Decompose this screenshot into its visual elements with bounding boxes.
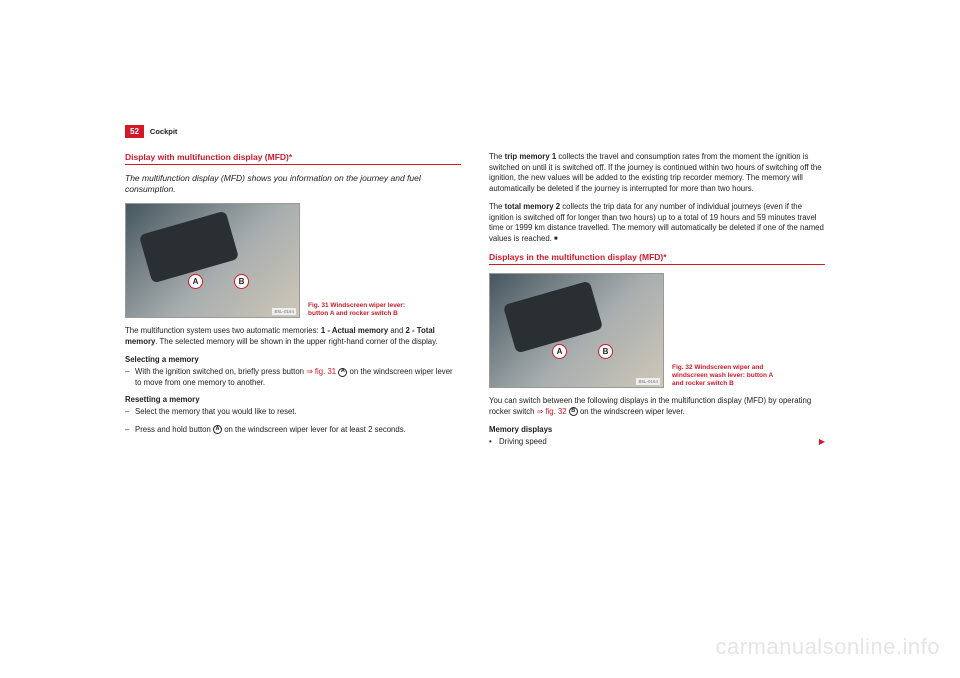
page-number: 52 xyxy=(125,125,144,138)
subheading: Resetting a memory xyxy=(125,395,461,404)
text-bold: total memory 2 xyxy=(505,202,560,211)
end-mark-icon: ■ xyxy=(554,236,558,242)
text: on the windscreen wiper lever for at lea… xyxy=(222,425,406,434)
figure-caption: Fig. 32 Windscreen wiper and windscreen … xyxy=(672,364,777,388)
subheading: Selecting a memory xyxy=(125,355,461,364)
text-bold: trip memory 1 xyxy=(505,152,557,161)
step-item: Press and hold button A on the windscree… xyxy=(125,425,461,436)
callout-inline-a: A xyxy=(338,368,347,377)
fig-32: A B B5L-0164 xyxy=(489,273,664,388)
text: The multifunction system uses two automa… xyxy=(125,326,321,335)
step-item: Select the memory that you would like to… xyxy=(125,407,461,418)
section-title: Display with multifunction display (MFD)… xyxy=(125,152,461,165)
paragraph: The total memory 2 collects the trip dat… xyxy=(489,202,825,244)
right-column: The trip memory 1 collects the travel an… xyxy=(489,152,825,448)
section-title: Displays in the multifunction display (M… xyxy=(489,252,825,265)
intro-text: The multifunction display (MFD) shows yo… xyxy=(125,173,461,195)
page-sheet: 52 Cockpit Display with multifunction di… xyxy=(125,125,825,590)
left-column: Display with multifunction display (MFD)… xyxy=(125,152,461,448)
figure-reference: ⇒ fig. 32 xyxy=(537,407,567,416)
figure-row: A B B5L-0164 Fig. 31 Windscreen wiper le… xyxy=(125,203,461,318)
text: With the ignition switched on, briefly p… xyxy=(135,367,306,376)
figure-caption: Fig. 31 Windscreen wiper lever: button A… xyxy=(308,302,413,318)
wiper-stalk-illustration xyxy=(139,211,239,284)
text: on the windscreen wiper lever. xyxy=(578,407,685,416)
text: Driving speed xyxy=(499,437,547,446)
wiper-stalk-illustration xyxy=(503,281,603,354)
callout-inline-b: B xyxy=(569,407,578,416)
subheading: Memory displays xyxy=(489,425,825,434)
figure-row: A B B5L-0164 Fig. 32 Windscreen wiper an… xyxy=(489,273,825,388)
text: The xyxy=(489,202,505,211)
callout-a: A xyxy=(188,274,203,289)
figure-code: B5L-0164 xyxy=(636,378,660,385)
callout-inline-a: A xyxy=(213,425,222,434)
text-bold: 1 - Actual memory xyxy=(321,326,388,335)
page-header: 52 Cockpit xyxy=(125,125,825,138)
text: . The selected memory will be shown in t… xyxy=(155,337,437,346)
text: Press and hold button xyxy=(135,425,213,434)
figure-code: B5L-0164 xyxy=(272,308,296,315)
callout-b: B xyxy=(598,344,613,359)
paragraph: The multifunction system uses two automa… xyxy=(125,326,461,347)
step-item: With the ignition switched on, briefly p… xyxy=(125,367,461,388)
bullet-item: Driving speed ▶ xyxy=(489,437,825,448)
figure-reference: ⇒ fig. 31 xyxy=(306,367,336,376)
watermark: carmanualsonline.info xyxy=(715,634,940,660)
paragraph: The trip memory 1 collects the travel an… xyxy=(489,152,825,194)
content-columns: Display with multifunction display (MFD)… xyxy=(125,152,825,448)
callout-a: A xyxy=(552,344,567,359)
paragraph: You can switch between the following dis… xyxy=(489,396,825,417)
chapter-title: Cockpit xyxy=(150,127,178,136)
continuation-arrow-icon: ▶ xyxy=(819,437,825,448)
callout-b: B xyxy=(234,274,249,289)
text: and xyxy=(388,326,405,335)
fig-31: A B B5L-0164 xyxy=(125,203,300,318)
text: The xyxy=(489,152,505,161)
